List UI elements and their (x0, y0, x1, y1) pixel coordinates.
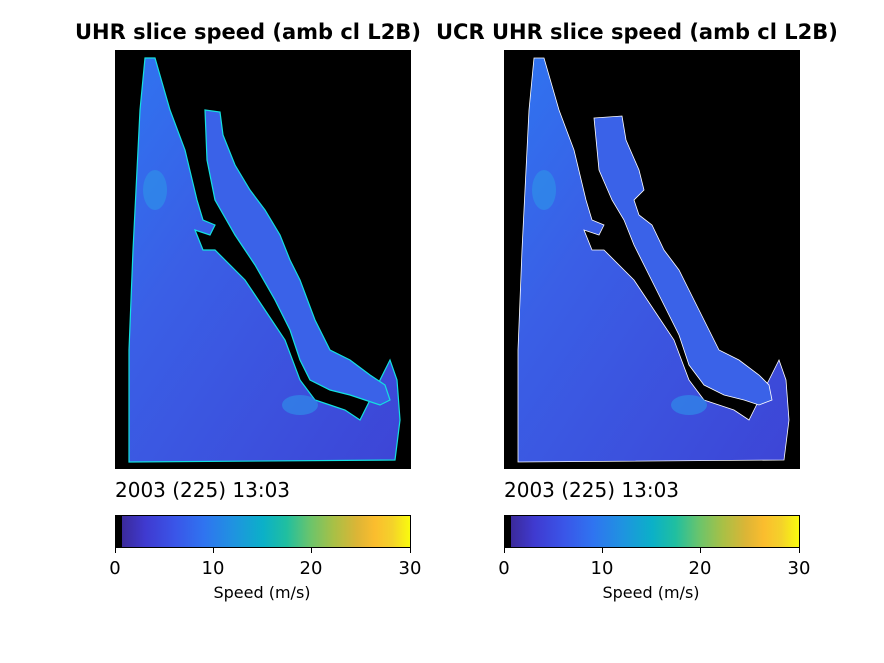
right-tick-label-10: 10 (590, 558, 614, 579)
right-tick-0 (504, 548, 505, 553)
right-tick-label-0: 0 (498, 558, 510, 579)
right-tick-20 (700, 548, 701, 553)
left-timestamp: 2003 (225) 13:03 (115, 478, 291, 502)
left-colorbar (115, 515, 411, 548)
right-panel-title: UCR UHR slice speed (amb cl L2B) (436, 20, 838, 44)
left-tick-label-10: 10 (201, 558, 225, 579)
left-tick-label-0: 0 (109, 558, 121, 579)
right-tick-label-30: 30 (787, 558, 811, 579)
left-tick-0 (115, 548, 116, 553)
left-tick-label-20: 20 (299, 558, 323, 579)
right-speed-map (504, 50, 800, 469)
left-tick-label-30: 30 (398, 558, 422, 579)
right-map-image (517, 57, 790, 463)
right-tick-label-20: 20 (688, 558, 712, 579)
left-colorbar-label: Speed (m/s) (213, 583, 311, 602)
left-speed-map (115, 50, 411, 469)
right-colorbar (504, 515, 800, 548)
left-panel-title: UHR slice speed (amb cl L2B) (75, 20, 421, 44)
left-map-image (128, 57, 401, 463)
right-tick-30 (799, 548, 800, 553)
right-tick-10 (602, 548, 603, 553)
right-colorbar-label: Speed (m/s) (602, 583, 700, 602)
left-tick-30 (410, 548, 411, 553)
right-timestamp: 2003 (225) 13:03 (504, 478, 680, 502)
left-tick-10 (213, 548, 214, 553)
left-tick-20 (311, 548, 312, 553)
